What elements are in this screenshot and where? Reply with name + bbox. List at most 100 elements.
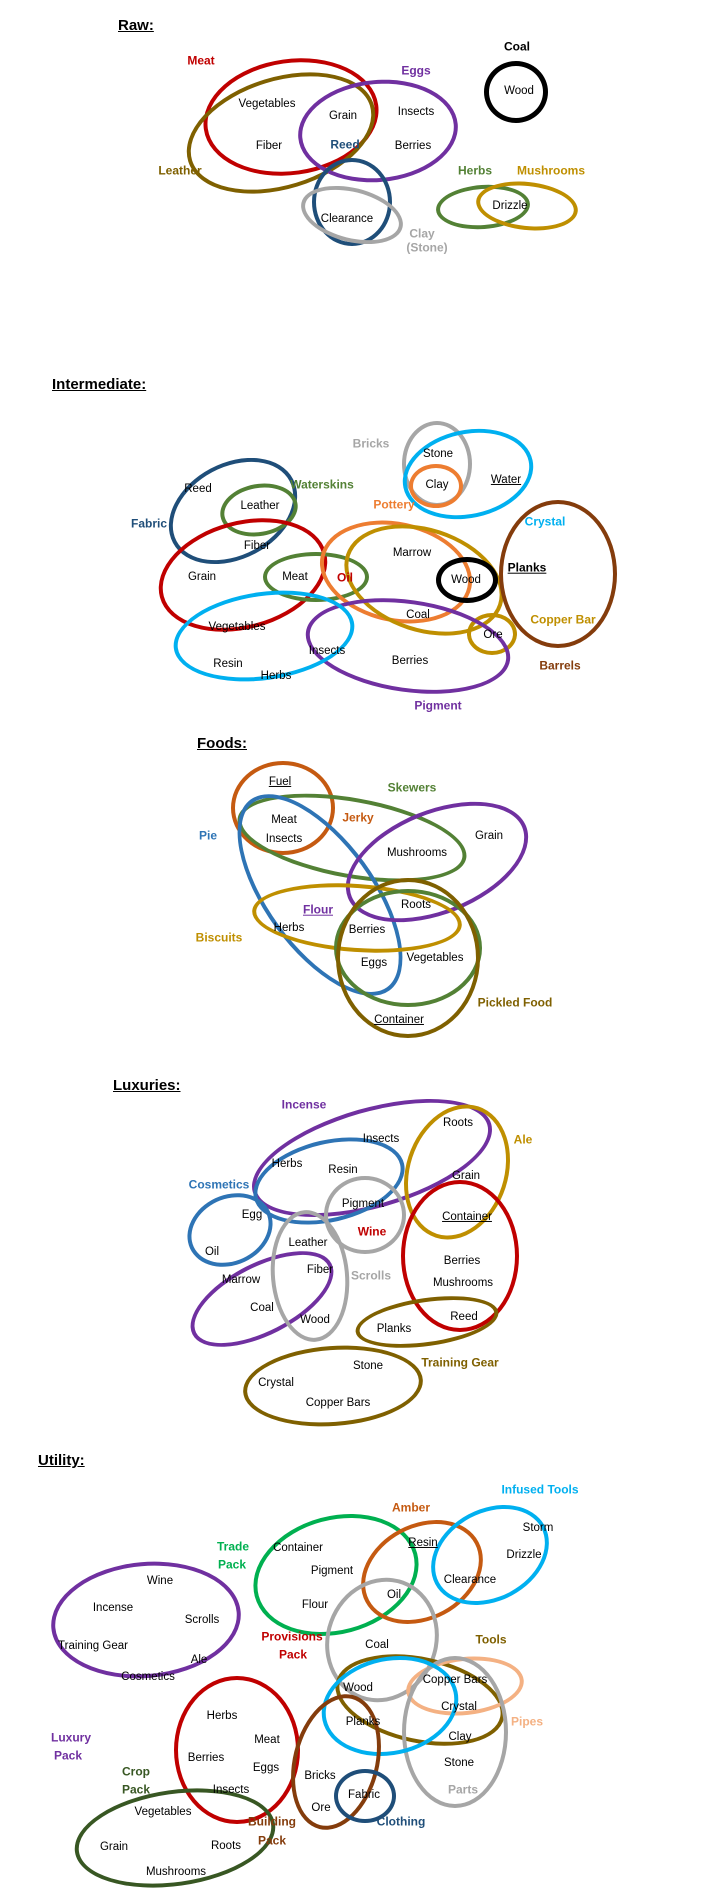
luxuries-label-container: Container	[442, 1210, 492, 1223]
utility-label-crystal: Crystal	[441, 1700, 477, 1713]
foods-label-eggs: Eggs	[360, 956, 388, 969]
raw-label-herbs: Herbs	[457, 163, 493, 178]
luxuries-label-herbs: Herbs	[271, 1157, 303, 1170]
foods-label-herbs: Herbs	[273, 921, 305, 934]
raw-label-berries: Berries	[394, 139, 432, 152]
intermediate-label-reed: Reed	[184, 482, 212, 495]
raw-label-eggs: Eggs	[401, 63, 431, 78]
intermediate-label-clay: Clay	[425, 478, 449, 491]
intermediate-wood-coal-ellipse	[436, 557, 498, 603]
foods-label-berries: Berries	[348, 923, 386, 936]
luxuries-label-training-gear: Training Gear	[421, 1355, 499, 1370]
raw-label-vegetables: Vegetables	[238, 97, 296, 110]
intermediate-label-grain: Grain	[187, 570, 217, 583]
utility-label-clearance: Clearance	[443, 1573, 497, 1586]
intermediate-label-copper-bar: Copper Bar	[530, 612, 596, 627]
utility-label-ale: Ale	[190, 1653, 208, 1666]
utility-label-clay: Clay	[448, 1730, 472, 1743]
utility-label-building: Building	[248, 1814, 296, 1829]
raw-label-reed: Reed	[330, 137, 360, 152]
intermediate-label-fiber: Fiber	[243, 539, 271, 552]
raw-reed-ellipse	[312, 158, 392, 246]
section-title-luxuries: Luxuries:	[113, 1077, 181, 1094]
utility-label-provisions: Provisions	[261, 1629, 323, 1644]
utility-label-eggs: Eggs	[252, 1761, 280, 1774]
luxuries-label-incense: Incense	[281, 1097, 327, 1112]
luxuries-label-wood: Wood	[300, 1313, 330, 1326]
utility-label-scrolls: Scrolls	[184, 1613, 220, 1626]
raw-label-insects: Insects	[397, 105, 435, 118]
intermediate-label-coal: Coal	[406, 608, 430, 621]
luxuries-label-reed: Reed	[450, 1310, 478, 1323]
utility-label-pack-4: Pack	[121, 1782, 151, 1797]
utility-clothing-ellipse	[334, 1769, 396, 1823]
intermediate-copper-ore-ellipse	[467, 613, 517, 655]
utility-label-crop: Crop	[122, 1764, 150, 1779]
section-title-raw: Raw:	[118, 17, 154, 34]
raw-label-clay: Clay	[409, 226, 435, 241]
raw-label-clearance: Clearance	[320, 212, 374, 225]
utility-provisions-pack-ellipse	[174, 1676, 300, 1824]
intermediate-label-pigment: Pigment	[414, 698, 462, 713]
foods-label-pie: Pie	[198, 828, 218, 843]
utility-label-bricks: Bricks	[304, 1769, 336, 1782]
foods-label-meat: Meat	[271, 813, 297, 826]
utility-label-infused-tools: Infused Tools	[501, 1482, 579, 1497]
raw-label-meat: Meat	[187, 53, 215, 68]
foods-label-jerky: Jerky	[342, 810, 374, 825]
luxuries-label-wine: Wine	[357, 1224, 387, 1239]
foods-label-container: Container	[374, 1013, 424, 1026]
intermediate-label-insects: Insects	[308, 644, 346, 657]
luxuries-label-stone: Stone	[352, 1359, 384, 1372]
intermediate-barrels-ellipse	[499, 500, 617, 648]
utility-label-cosmetics: Cosmetics	[121, 1670, 175, 1683]
luxuries-label-ale: Ale	[513, 1132, 533, 1147]
intermediate-label-leather: Leather	[240, 499, 280, 512]
foods-label-fuel: Fuel	[268, 775, 292, 788]
utility-label-roots: Roots	[210, 1839, 242, 1852]
foods-pickled-food-ellipse	[336, 878, 480, 1038]
utility-parts-ellipse	[402, 1656, 508, 1808]
luxuries-label-pigment: Pigment	[341, 1197, 385, 1210]
intermediate-label-herbs: Herbs	[260, 669, 292, 682]
luxuries-label-mushrooms: Mushrooms	[432, 1276, 494, 1289]
utility-label-pack-2: Pack	[278, 1647, 308, 1662]
foods-label-vegetables: Vegetables	[406, 951, 464, 964]
utility-label-training-gear: Training Gear	[58, 1639, 128, 1652]
utility-label-ore: Ore	[311, 1801, 331, 1814]
intermediate-label-stone: Stone	[422, 447, 454, 460]
intermediate-pottery-ellipse	[409, 464, 463, 508]
utility-label-trade: Trade	[216, 1539, 250, 1554]
utility-label-pipes: Pipes	[510, 1714, 544, 1729]
utility-label-mushrooms: Mushrooms	[145, 1865, 207, 1878]
utility-label-coal: Coal	[365, 1638, 389, 1651]
foods-label-skewers: Skewers	[387, 780, 437, 795]
luxuries-wine-ellipse	[401, 1180, 519, 1332]
luxuries-label-marrow: Marrow	[221, 1273, 261, 1286]
raw-label-stone: (Stone)	[406, 240, 448, 255]
luxuries-label-cosmetics: Cosmetics	[188, 1177, 250, 1192]
utility-label-flour: Flour	[301, 1598, 329, 1611]
luxuries-label-oil: Oil	[204, 1245, 220, 1258]
utility-label-grain: Grain	[99, 1840, 129, 1853]
raw-label-grain: Grain	[328, 109, 358, 122]
luxuries-label-berries: Berries	[443, 1254, 481, 1267]
luxuries-label-coal: Coal	[250, 1301, 274, 1314]
utility-label-drizzle: Drizzle	[506, 1548, 542, 1561]
luxuries-pigment-circle-ellipse	[324, 1176, 406, 1254]
utility-label-copper-bars: Copper Bars	[422, 1673, 488, 1686]
section-title-foods: Foods:	[197, 735, 247, 752]
foods-label-pickled-food: Pickled Food	[477, 995, 553, 1010]
utility-label-wine: Wine	[146, 1574, 174, 1587]
utility-label-stone: Stone	[443, 1756, 475, 1769]
utility-label-amber: Amber	[391, 1500, 431, 1515]
luxuries-label-roots: Roots	[442, 1116, 474, 1129]
utility-label-storm: Storm	[522, 1521, 554, 1534]
foods-label-insects: Insects	[265, 832, 303, 845]
utility-label-planks: Planks	[345, 1715, 381, 1728]
luxuries-label-copper-bars: Copper Bars	[305, 1396, 371, 1409]
utility-label-resin: Resin	[408, 1536, 438, 1549]
utility-label-pack: Pack	[217, 1557, 247, 1572]
luxuries-label-egg: Egg	[241, 1208, 263, 1221]
